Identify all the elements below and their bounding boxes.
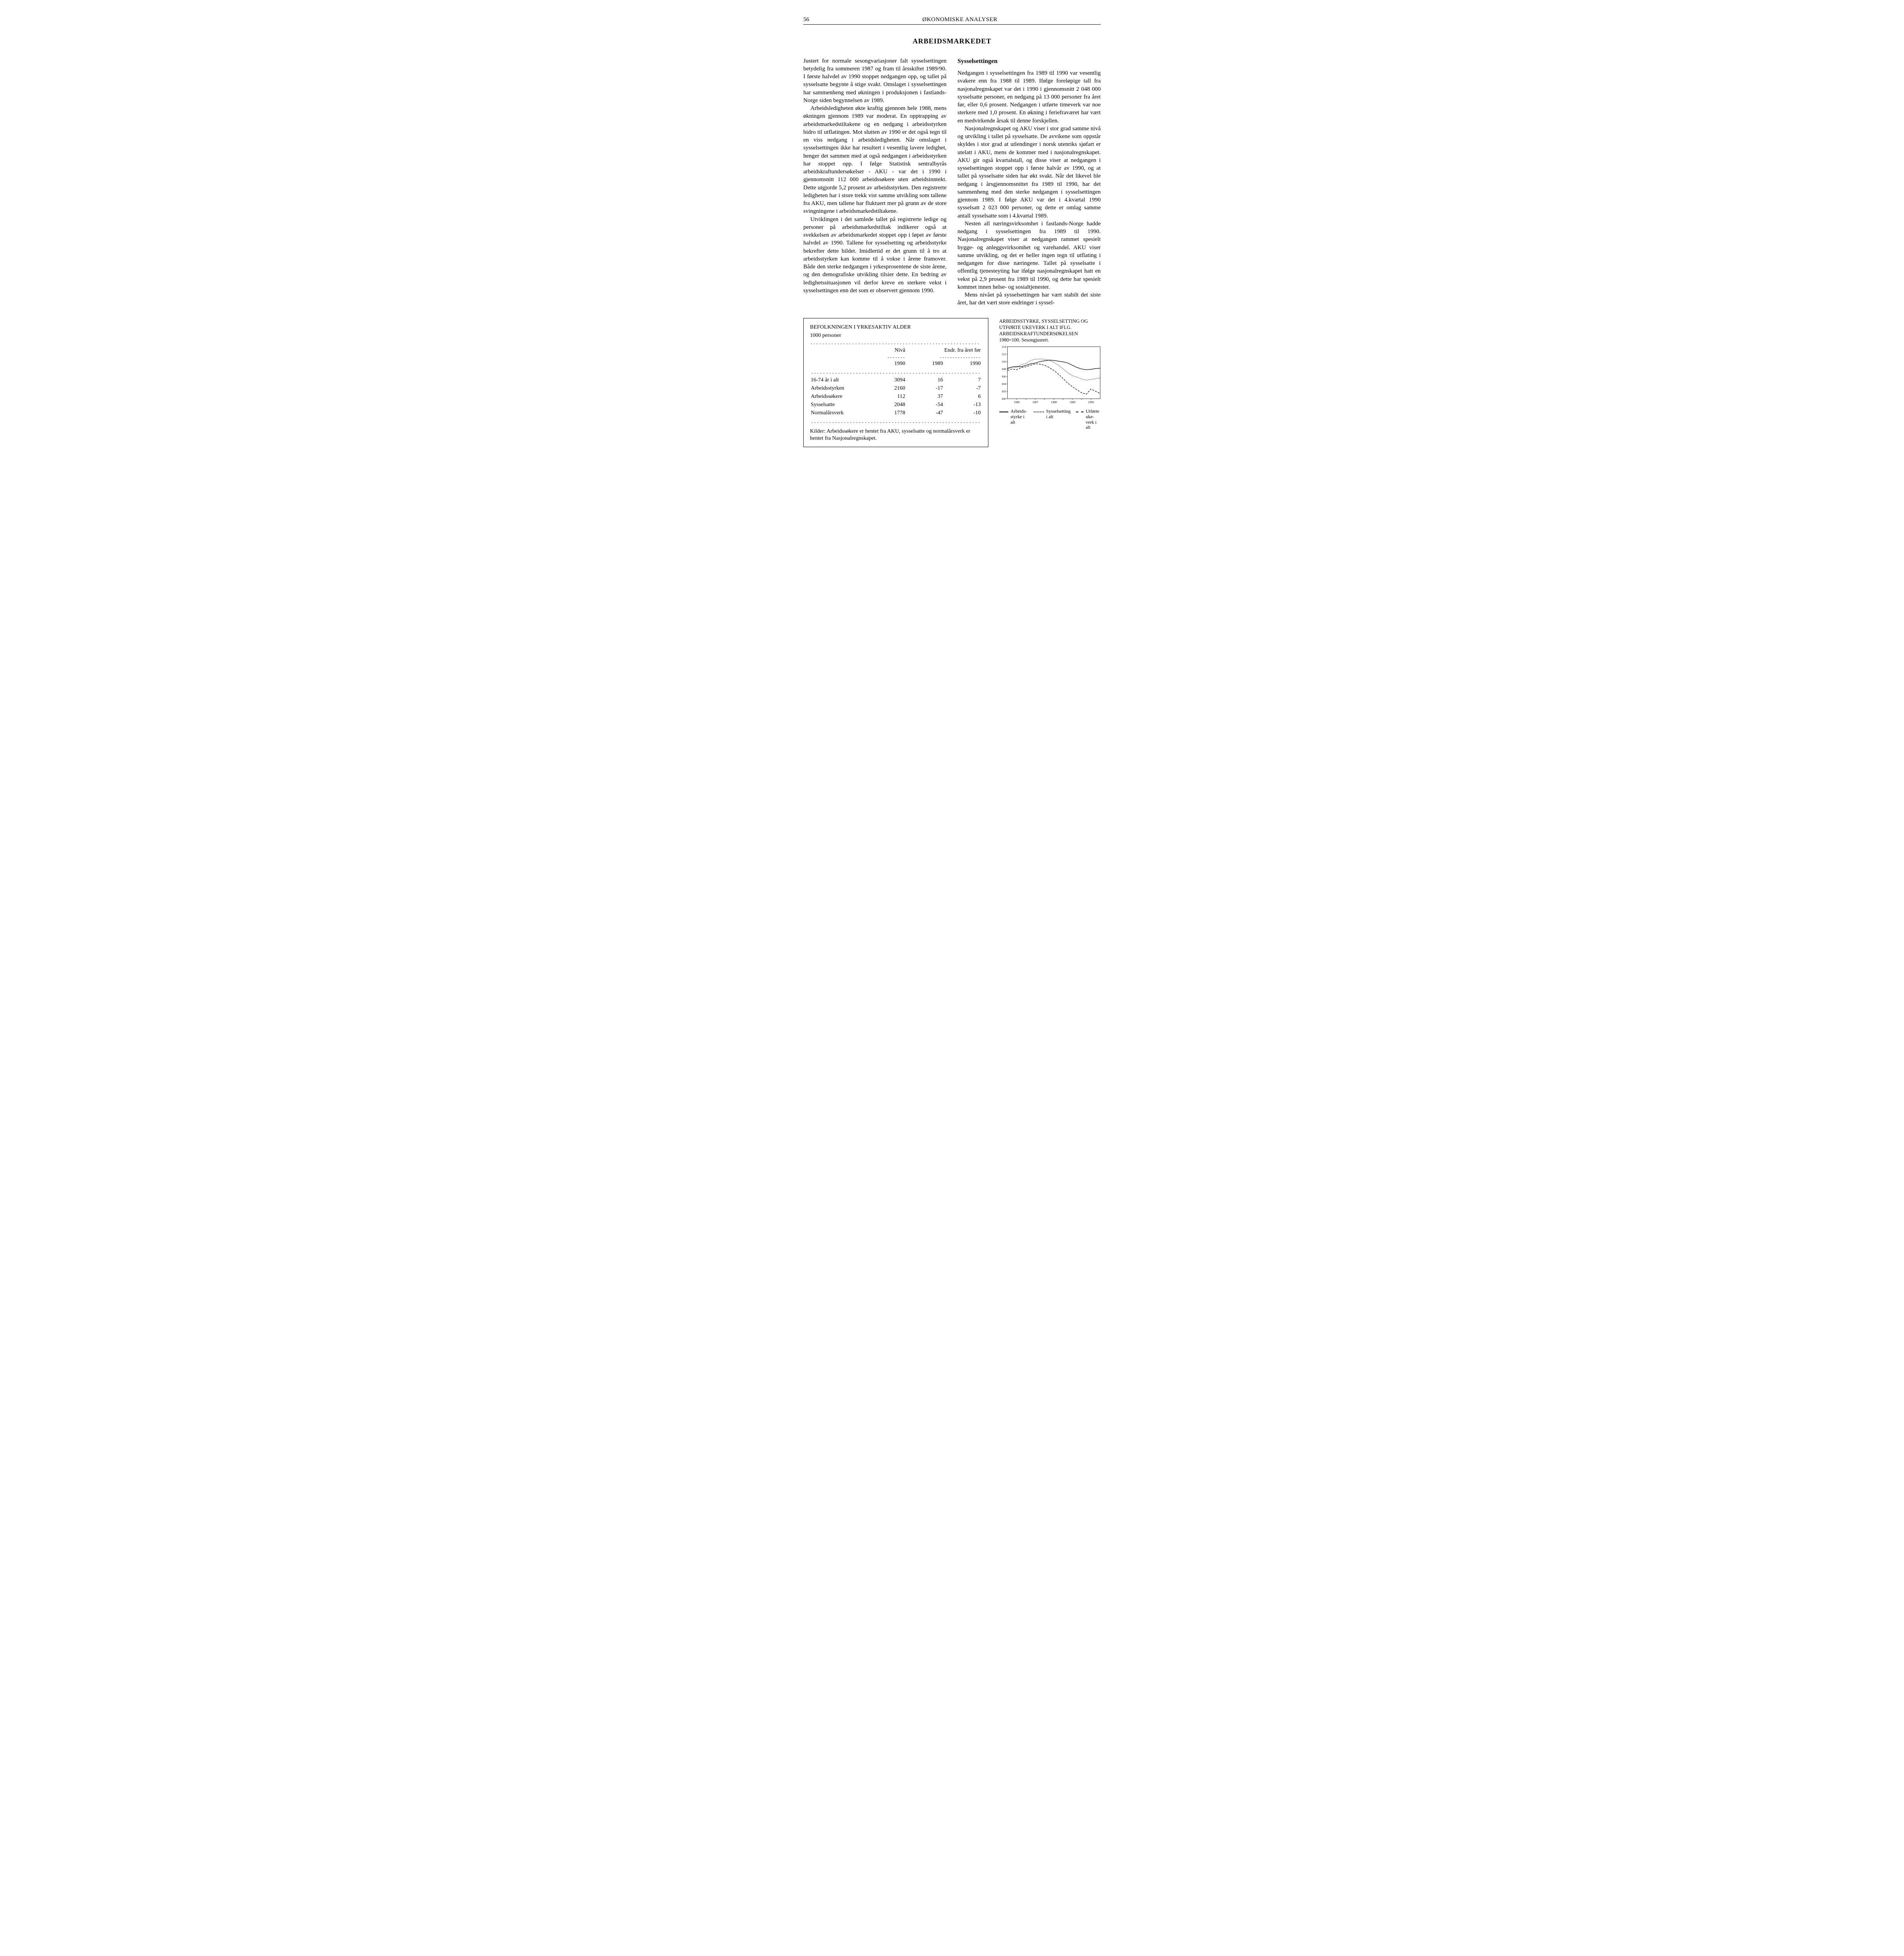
svg-text:104: 104 <box>1001 382 1006 386</box>
header-title: ØKONOMISKE ANALYSER <box>819 16 1101 23</box>
page-number: 56 <box>803 16 819 23</box>
chart-title-text: ARBEIDSSTYRKE, SYSSELSETTING OG UTFØRTE … <box>999 318 1088 337</box>
cell: 37 <box>906 393 944 401</box>
svg-text:102: 102 <box>1001 390 1006 393</box>
population-table: BEFOLKNINGEN I YRKESAKTIV ALDER 1000 per… <box>803 318 988 447</box>
cell: -10 <box>944 409 982 417</box>
para: Utviklingen i det samlede tallet på regi… <box>803 216 947 295</box>
table-row: Arbeidssøkere 112 37 6 <box>810 393 982 401</box>
divider: ----------------------------------------… <box>811 420 981 424</box>
table-title-1: BEFOLKNINGEN I YRKESAKTIV ALDER <box>810 324 982 331</box>
col-level: Nivå <box>871 347 906 355</box>
para: Nedgangen i sysselsettingen fra 1989 til… <box>957 69 1101 125</box>
document-title: ARBEIDSMARKEDET <box>803 36 1101 46</box>
para: Justert for normale sesongvariasjoner fa… <box>803 57 947 105</box>
cell: 6 <box>944 393 982 401</box>
chart-svg: 100 102 104 106 108 110 112 114 1986 1987 1988 1989… <box>999 345 1102 405</box>
svg-text:1990: 1990 <box>1088 400 1094 404</box>
section-heading: Sysselsettingen <box>957 57 1101 66</box>
legend-item: Utførte uke-verk i alt <box>1076 409 1102 430</box>
running-header: 56 ØKONOMISKE ANALYSER <box>803 16 1101 25</box>
svg-text:1989: 1989 <box>1069 400 1075 404</box>
svg-text:1986: 1986 <box>1013 400 1019 404</box>
right-column: Sysselsettingen Nedgangen i sysselsettin… <box>957 57 1101 307</box>
row-label: Arbeidsstyrken <box>810 385 871 393</box>
col-change: Endr. fra året før <box>906 347 982 355</box>
cell: 1778 <box>871 409 906 417</box>
year-2: 1990 <box>944 360 982 368</box>
table-row: Normalårsverk 1778 -47 -10 <box>810 409 982 417</box>
svg-text:100: 100 <box>1001 397 1006 401</box>
cell: -47 <box>906 409 944 417</box>
line-chart: ARBEIDSSTYRKE, SYSSELSETTING OG UTFØRTE … <box>999 318 1102 431</box>
cell: 7 <box>944 376 982 385</box>
year-0: 1990 <box>871 360 906 368</box>
cell: -54 <box>906 401 944 409</box>
chart-title: ARBEIDSSTYRKE, SYSSELSETTING OG UTFØRTE … <box>999 318 1102 343</box>
cell: 3094 <box>871 376 906 385</box>
svg-text:106: 106 <box>1001 375 1006 378</box>
para: Nasjonalregnskapet og AKU viser i stor g… <box>957 125 1101 220</box>
table-source: Kilder: Arbeidssøkere er hentet fra AKU,… <box>810 428 982 442</box>
para: Arbeidsledigheten økte kraftig gjennom h… <box>803 104 947 216</box>
bottom-row: BEFOLKNINGEN I YRKESAKTIV ALDER 1000 per… <box>803 318 1101 447</box>
cell: 2160 <box>871 385 906 393</box>
legend-label: Sysselsettingi alt <box>1046 409 1071 420</box>
table-row: Sysselsatte 2048 -54 -13 <box>810 401 982 409</box>
cell: 112 <box>871 393 906 401</box>
header-row-2: 1990 1989 1990 <box>810 360 982 368</box>
divider: ----------------------------------------… <box>810 342 982 346</box>
year-1: 1989 <box>906 360 944 368</box>
legend-label: Utførte uke-verk i alt <box>1086 409 1102 430</box>
table-row: Arbeidsstyrken 2160 -17 -7 <box>810 385 982 393</box>
data-table: Nivå Endr. fra året før ------- --------… <box>810 347 982 425</box>
cell: -7 <box>944 385 982 393</box>
left-column: Justert for normale sesongvariasjoner fa… <box>803 57 947 307</box>
legend-label: Arbeids-styrke i alt <box>1011 409 1028 425</box>
svg-text:1987: 1987 <box>1032 400 1038 404</box>
row-label: 16-74 år i alt <box>810 376 871 385</box>
row-label: Normalårsverk <box>810 409 871 417</box>
row-label: Sysselsatte <box>810 401 871 409</box>
cell: -13 <box>944 401 982 409</box>
para: Nesten all næringsvirksomhet i fastlands… <box>957 220 1101 291</box>
cell: 2048 <box>871 401 906 409</box>
chart-subtitle: 1980=100. Sesongjustert. <box>999 337 1049 343</box>
svg-text:108: 108 <box>1001 367 1006 371</box>
legend-item: Sysselsettingi alt <box>1034 409 1071 430</box>
chart-legend: Arbeids-styrke i alt Sysselsettingi alt … <box>999 409 1102 430</box>
body-columns: Justert for normale sesongvariasjoner fa… <box>803 57 1101 307</box>
table-row: 16-74 år i alt 3094 16 7 <box>810 376 982 385</box>
table-title-2: 1000 personer <box>810 332 982 340</box>
cell: 16 <box>906 376 944 385</box>
svg-text:110: 110 <box>1001 360 1006 363</box>
header-row-1: Nivå Endr. fra året før <box>810 347 982 355</box>
para: Mens nivået på sysselsettingen har vært … <box>957 291 1101 307</box>
cell: -17 <box>906 385 944 393</box>
divider: ----------------------------------------… <box>811 371 981 375</box>
svg-text:112: 112 <box>1001 352 1006 356</box>
svg-text:114: 114 <box>1001 345 1006 349</box>
svg-text:1988: 1988 <box>1051 400 1056 404</box>
row-label: Arbeidssøkere <box>810 393 871 401</box>
page: 56 ØKONOMISKE ANALYSER ARBEIDSMARKEDET J… <box>803 16 1101 447</box>
subdash-row: ------- ---------------- <box>810 355 982 360</box>
legend-item: Arbeids-styrke i alt <box>999 409 1028 430</box>
